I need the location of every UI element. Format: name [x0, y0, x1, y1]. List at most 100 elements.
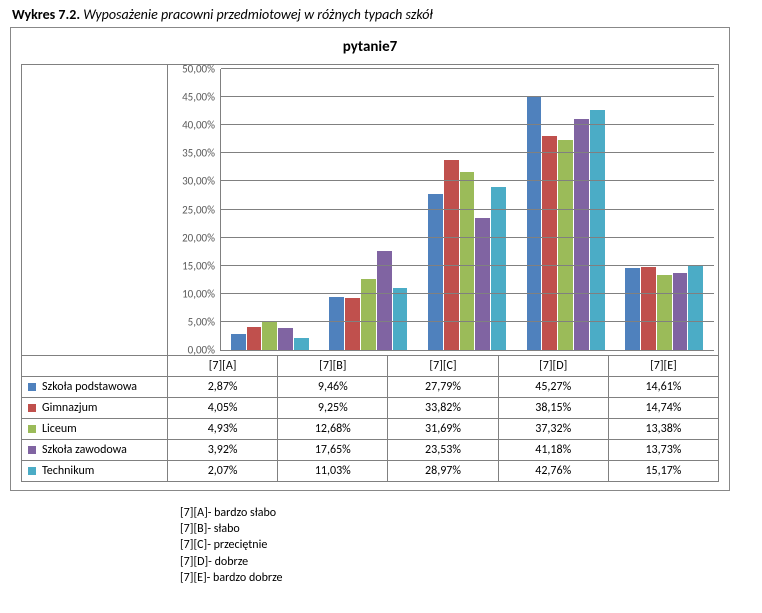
- table-cell: 2,87%: [168, 377, 278, 397]
- bar-cluster: [527, 69, 605, 350]
- series-legend-cell: Gimnazjum: [22, 398, 168, 418]
- table-cell: 14,74%: [609, 398, 718, 418]
- table-cell: 2,07%: [168, 461, 278, 481]
- table-cell: 15,17%: [609, 461, 718, 481]
- table-cell: 42,76%: [499, 461, 609, 481]
- bar: [393, 288, 408, 350]
- gridline: [221, 237, 714, 238]
- figure-caption: Wykres 7.2. Wyposażenie pracowni przedmi…: [12, 6, 752, 23]
- table-cell: 28,97%: [388, 461, 498, 481]
- gridline: [221, 265, 714, 266]
- legend-swatch: [28, 425, 36, 433]
- table-row: Szkoła podstawowa2,87%9,46%27,79%45,27%1…: [22, 376, 718, 397]
- series-label: Gimnazjum: [42, 401, 97, 415]
- caption-title: Wyposażenie pracowni przedmiotowej w róż…: [83, 6, 433, 23]
- table-row-cells: 3,92%17,65%23,53%41,18%13,73%: [168, 440, 718, 460]
- bar: [361, 279, 376, 350]
- caption-prefix: Wykres 7.2.: [12, 6, 80, 23]
- table-cell: 13,38%: [609, 419, 718, 439]
- y-tick-label: 20,00%: [182, 231, 221, 244]
- y-tick-label: 35,00%: [182, 147, 221, 160]
- bar: [558, 140, 573, 350]
- category-header-cell: [7][E]: [609, 356, 718, 376]
- bar: [641, 267, 656, 350]
- plot-row: 0,00%5,00%10,00%15,00%20,00%25,00%30,00%…: [22, 65, 718, 355]
- table-row: Szkoła zawodowa 3,92%17,65%23,53%41,18%13…: [22, 439, 718, 460]
- table-cell: 17,65%: [278, 440, 388, 460]
- key-line: [7][A]- bardzo słabo: [180, 505, 752, 521]
- gridline: [221, 293, 714, 294]
- chart-container: pytanie7 0,00%5,00%10,00%15,00%20,00%25,…: [10, 27, 730, 491]
- gridline: [221, 209, 714, 210]
- bar: [345, 298, 360, 350]
- table-cell: 41,18%: [499, 440, 609, 460]
- bar-cluster: [428, 69, 506, 350]
- bar-group: [517, 69, 616, 350]
- chart-and-table: 0,00%5,00%10,00%15,00%20,00%25,00%30,00%…: [21, 64, 719, 482]
- bar: [294, 338, 309, 350]
- table-row: Liceum4,93%12,68%31,69%37,32%13,38%: [22, 418, 718, 439]
- bar: [329, 297, 344, 350]
- bar-cluster: [231, 69, 309, 350]
- category-header-cell: [7][A]: [168, 356, 278, 376]
- bar: [688, 265, 703, 350]
- legend-key-list: [7][A]- bardzo słabo[7][B]- słabo[7][C]-…: [180, 505, 752, 586]
- category-header-cell: [7][D]: [499, 356, 609, 376]
- bar: [491, 187, 506, 350]
- table-cell: 23,53%: [388, 440, 498, 460]
- plot-cell: 0,00%5,00%10,00%15,00%20,00%25,00%30,00%…: [168, 65, 718, 355]
- table-row-cells: 2,07%11,03%28,97%42,76%15,17%: [168, 461, 718, 481]
- series-label: Technikum: [42, 464, 94, 478]
- series-legend-cell: Szkoła podstawowa: [22, 377, 168, 397]
- table-cell: 4,93%: [168, 419, 278, 439]
- table-cell: 14,61%: [609, 377, 718, 397]
- table-row: Gimnazjum4,05%9,25%33,82%38,15%14,74%: [22, 397, 718, 418]
- table-cell: 11,03%: [278, 461, 388, 481]
- category-header-cells: [7][A][7][B][7][C][7][D][7][E]: [168, 356, 718, 376]
- category-header-cell: [7][C]: [388, 356, 498, 376]
- category-header-cell: [7][B]: [278, 356, 388, 376]
- series-legend-cell: Szkoła zawodowa: [22, 440, 168, 460]
- y-tick-label: 0,00%: [188, 344, 221, 357]
- y-tick-label: 25,00%: [182, 203, 221, 216]
- bar-groups: [221, 69, 714, 350]
- bar-group: [418, 69, 517, 350]
- gridline: [221, 321, 714, 322]
- legend-swatch: [28, 446, 36, 454]
- series-label: Liceum: [42, 422, 77, 436]
- table-cell: 37,32%: [499, 419, 609, 439]
- bar: [278, 328, 293, 350]
- bar: [657, 275, 672, 350]
- key-line: [7][E]- bardzo dobrze: [180, 570, 752, 586]
- bar: [262, 322, 277, 350]
- y-tick-label: 10,00%: [182, 287, 221, 300]
- table-cell: 9,25%: [278, 398, 388, 418]
- legend-swatch: [28, 467, 36, 475]
- y-tick-label: 30,00%: [182, 175, 221, 188]
- bar: [590, 110, 605, 350]
- plot-left-spacer: [22, 65, 168, 355]
- gridline: [221, 96, 714, 97]
- table-cell: 27,79%: [388, 377, 498, 397]
- table-row: Technikum 2,07%11,03%28,97%42,76%15,17%: [22, 460, 718, 482]
- key-line: [7][B]- słabo: [180, 521, 752, 537]
- category-header-row: [7][A][7][B][7][C][7][D][7][E]: [22, 355, 718, 376]
- legend-swatch: [28, 383, 36, 391]
- y-tick-label: 5,00%: [188, 315, 221, 328]
- key-line: [7][D]- dobrze: [180, 554, 752, 570]
- bar: [542, 136, 557, 350]
- bar: [247, 327, 262, 350]
- series-legend-cell: Liceum: [22, 419, 168, 439]
- y-tick-label: 40,00%: [182, 119, 221, 132]
- plot-area: 0,00%5,00%10,00%15,00%20,00%25,00%30,00%…: [220, 69, 714, 351]
- bar: [428, 194, 443, 350]
- series-legend-cell: Technikum: [22, 461, 168, 481]
- bar-cluster: [329, 69, 407, 350]
- category-header-spacer: [22, 356, 168, 376]
- table-cell: 4,05%: [168, 398, 278, 418]
- bar: [527, 96, 542, 350]
- gridline: [221, 180, 714, 181]
- series-label: Szkoła zawodowa: [42, 443, 127, 457]
- table-cell: 33,82%: [388, 398, 498, 418]
- bar: [460, 172, 475, 350]
